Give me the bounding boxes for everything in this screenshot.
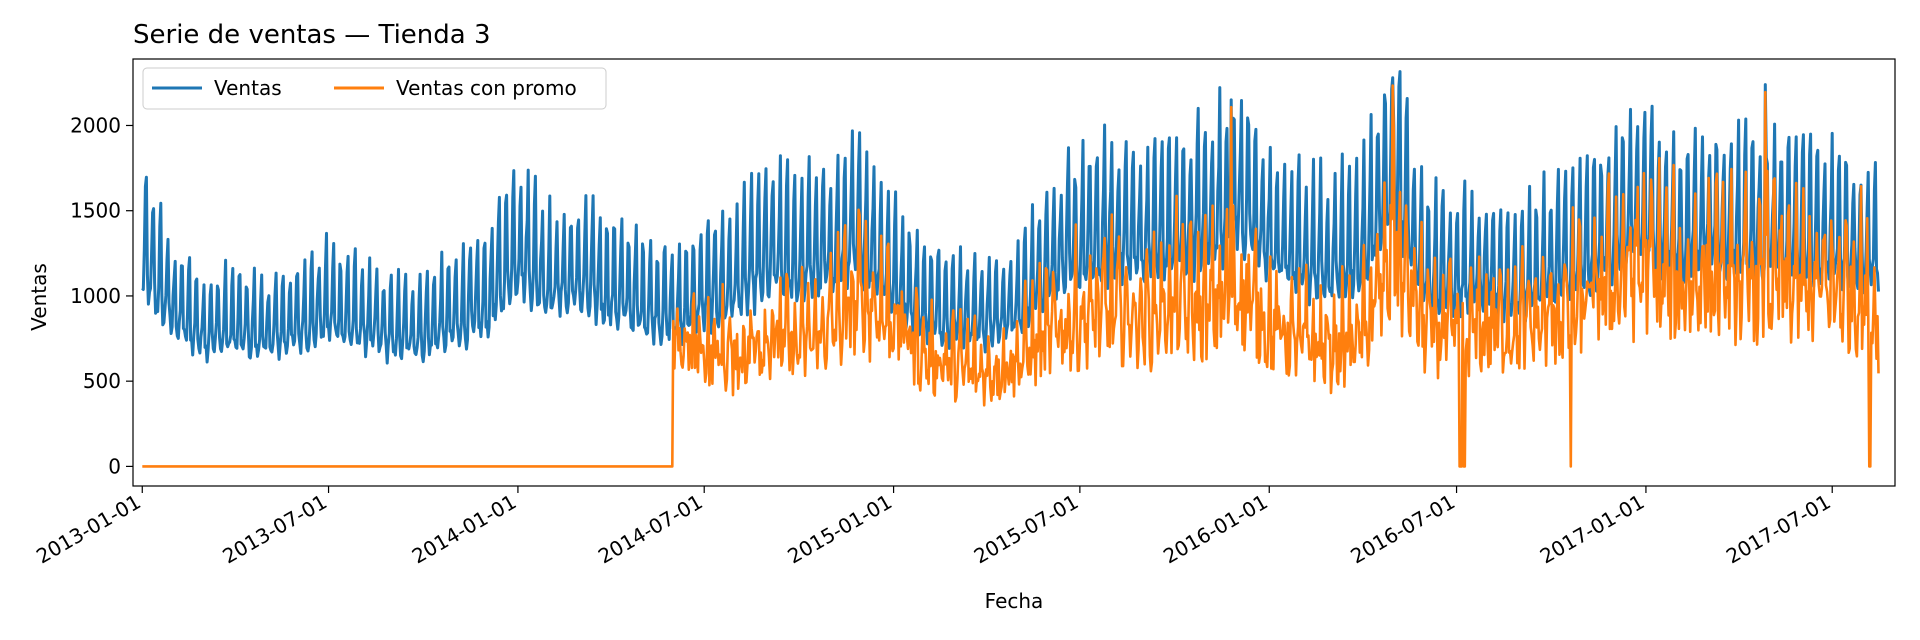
x-tick-label: 2015-01-01 <box>783 490 896 569</box>
series-layer <box>141 70 1880 468</box>
legend: Ventas Ventas con promo <box>142 67 607 110</box>
y-tick-label: 2000 <box>70 113 121 137</box>
y-axis-label: Ventas <box>27 263 51 331</box>
x-axis: 2013-01-01 2013-07-01 2014-01-01 2014-07-01… <box>32 486 1835 568</box>
x-tick-label: 2013-01-01 <box>32 490 145 569</box>
y-tick-label: 500 <box>83 369 121 393</box>
y-tick-label: 1500 <box>70 199 121 223</box>
legend-label-ventas: Ventas <box>214 76 282 100</box>
series-line-ventas-con-promo <box>142 84 1880 468</box>
x-tick-label: 2015-07-01 <box>970 490 1083 569</box>
x-tick-label: 2017-01-01 <box>1536 490 1649 569</box>
x-tick-label: 2014-07-01 <box>594 490 707 569</box>
x-tick-label: 2016-01-01 <box>1159 490 1272 569</box>
x-tick-label: 2014-01-01 <box>408 490 521 569</box>
x-tick-label: 2013-07-01 <box>218 490 331 569</box>
y-axis: 0 500 1000 1500 2000 <box>70 113 133 478</box>
y-tick-label: 1000 <box>70 284 121 308</box>
chart-title: Serie de ventas — Tienda 3 <box>133 20 491 50</box>
legend-label-ventas-con-promo: Ventas con promo <box>396 76 577 100</box>
x-tick-label: 2017-07-01 <box>1722 490 1835 569</box>
y-tick-label: 0 <box>108 454 121 478</box>
x-axis-label: Fecha <box>985 589 1044 613</box>
x-tick-label: 2016-07-01 <box>1346 490 1459 569</box>
plot-frame <box>132 58 1896 487</box>
